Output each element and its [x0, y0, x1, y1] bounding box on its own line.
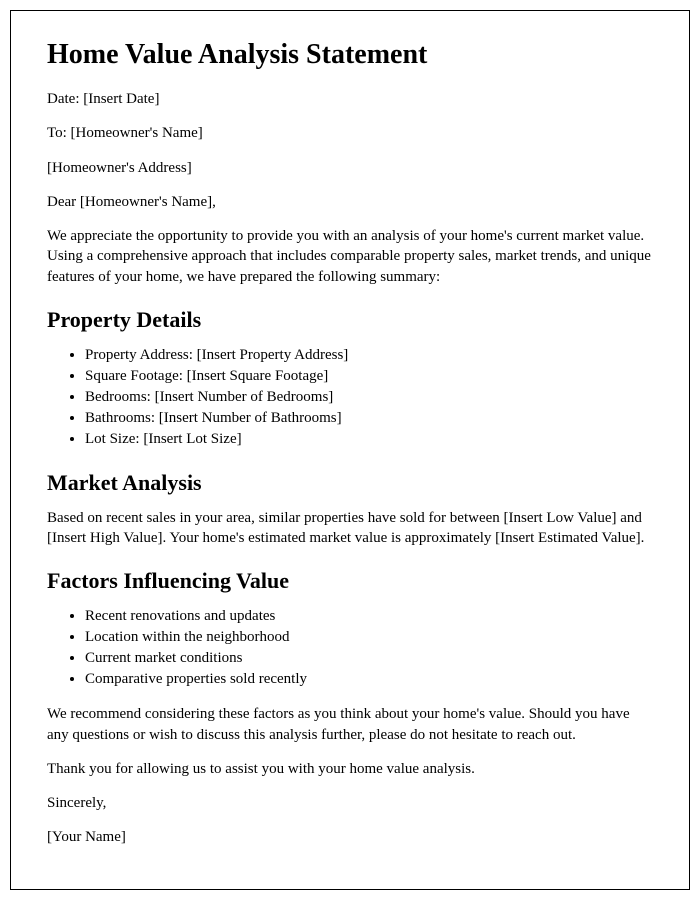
closing: Sincerely, [47, 793, 653, 813]
page-title: Home Value Analysis Statement [47, 39, 653, 71]
market-analysis-text: Based on recent sales in your area, simi… [47, 508, 653, 549]
list-item: Comparative properties sold recently [85, 669, 653, 690]
date-line: Date: [Insert Date] [47, 89, 653, 109]
address-line: [Homeowner's Address] [47, 158, 653, 178]
list-item: Square Footage: [Insert Square Footage] [85, 366, 653, 387]
section-market-analysis: Market Analysis [47, 470, 653, 496]
list-item: Property Address: [Insert Property Addre… [85, 345, 653, 366]
signature: [Your Name] [47, 827, 653, 847]
intro-paragraph: We appreciate the opportunity to provide… [47, 226, 653, 287]
recommend-paragraph: We recommend considering these factors a… [47, 704, 653, 745]
list-item: Recent renovations and updates [85, 606, 653, 627]
to-line: To: [Homeowner's Name] [47, 123, 653, 143]
document-page: Home Value Analysis Statement Date: [Ins… [10, 10, 690, 890]
list-item: Lot Size: [Insert Lot Size] [85, 429, 653, 450]
section-property-details: Property Details [47, 307, 653, 333]
list-item: Bathrooms: [Insert Number of Bathrooms] [85, 408, 653, 429]
section-factors: Factors Influencing Value [47, 568, 653, 594]
property-details-list: Property Address: [Insert Property Addre… [47, 345, 653, 450]
list-item: Current market conditions [85, 648, 653, 669]
salutation: Dear [Homeowner's Name], [47, 192, 653, 212]
list-item: Location within the neighborhood [85, 627, 653, 648]
list-item: Bedrooms: [Insert Number of Bedrooms] [85, 387, 653, 408]
factors-list: Recent renovations and updates Location … [47, 606, 653, 690]
thanks-paragraph: Thank you for allowing us to assist you … [47, 759, 653, 779]
